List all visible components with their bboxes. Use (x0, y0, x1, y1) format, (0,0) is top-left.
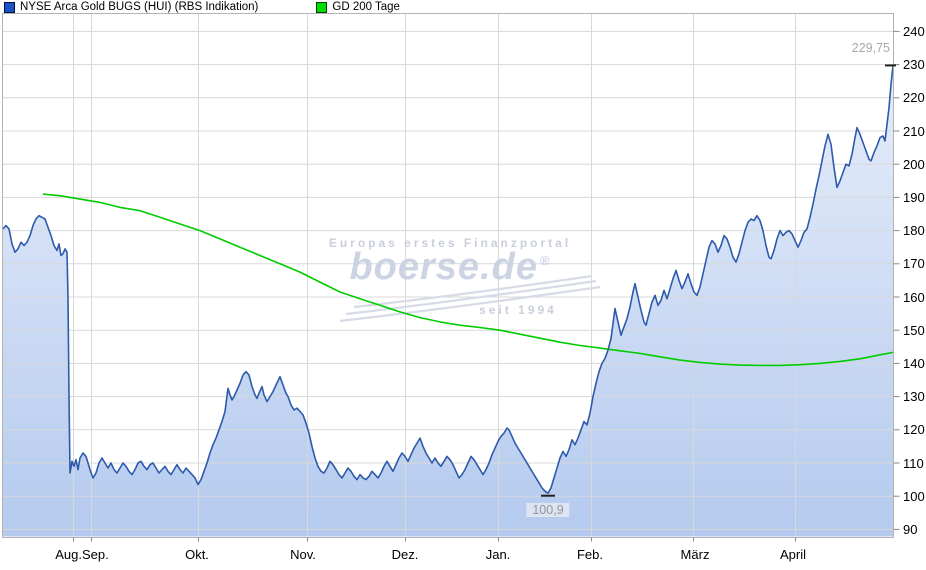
y-axis-label: 100 (903, 488, 925, 504)
y-axis-label: 190 (903, 189, 925, 205)
x-axis-label-dez: Dez. (391, 547, 419, 562)
legend-label-gd200: GD 200 Tage (332, 1, 400, 13)
x-axis-label-okt: Okt. (185, 547, 209, 562)
watermark-tagline: Europas erstes Finanzportal (328, 236, 572, 250)
x-axis-label-jan: Jan. (485, 547, 511, 562)
legend-item-gd200: GD 200 Tage (316, 1, 400, 13)
y-axis-label: 230 (903, 57, 925, 73)
y-axis-label: 110 (903, 455, 924, 471)
x-axis-label-nov: Nov. (290, 547, 316, 562)
y-axis-label: 130 (903, 389, 925, 405)
watermark-logo: boerse.de ® (349, 246, 550, 289)
x-axis-label-april: April (779, 547, 807, 562)
x-axis-label-maerz: März (680, 547, 710, 562)
high-value-annotation: 229,75 (851, 41, 890, 56)
legend-swatch-hui-icon (4, 1, 15, 13)
y-axis-label: 90 (903, 521, 918, 537)
legend-item-hui: NYSE Arca Gold BUGS (HUI) (RBS Indikatio… (4, 1, 258, 13)
y-axis-label: 160 (903, 289, 925, 305)
x-axis-label-augsep: Aug.Sep. (55, 547, 109, 562)
y-axis-label: 240 (903, 23, 925, 39)
legend-swatch-gd200-icon (316, 1, 328, 13)
watermark-logo-text: boerse.de (349, 246, 538, 288)
y-axis-label: 140 (903, 355, 925, 371)
y-axis-label: 120 (903, 422, 925, 438)
y-axis-label: 200 (903, 156, 925, 172)
chart-legend: NYSE Arca Gold BUGS (HUI) (RBS Indikatio… (4, 1, 400, 13)
low-value-annotation: 100,9 (526, 503, 570, 518)
y-axis-label: 180 (903, 223, 925, 239)
y-axis-label: 170 (903, 256, 925, 272)
x-axis-label-feb: Feb. (576, 547, 604, 562)
y-axis-label: 210 (903, 123, 925, 139)
legend-label-hui: NYSE Arca Gold BUGS (HUI) (RBS Indikatio… (20, 1, 259, 13)
y-axis-label: 150 (903, 322, 925, 338)
y-axis-label: 220 (903, 90, 925, 106)
registered-trademark-icon: ® (539, 253, 551, 268)
watermark-since: seit 1994 (479, 303, 557, 317)
